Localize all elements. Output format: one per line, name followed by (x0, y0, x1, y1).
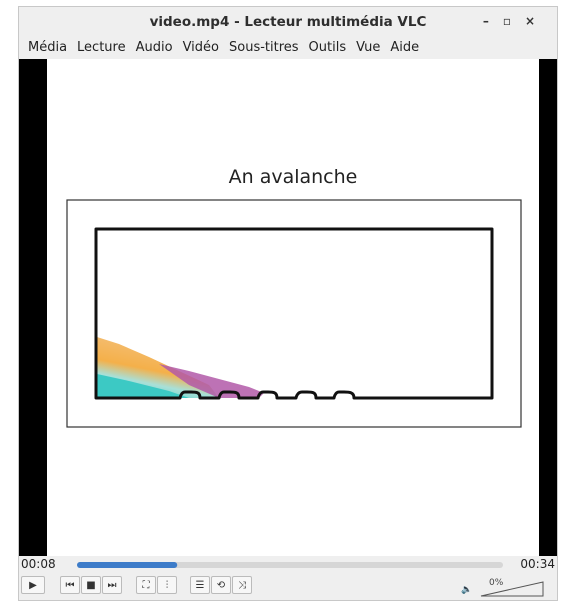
menu-item[interactable]: Outils (308, 39, 347, 55)
menu-item[interactable]: Vidéo (182, 39, 219, 55)
particles (159, 364, 264, 398)
volume-control[interactable]: 🔈 0% (459, 576, 549, 598)
vlc-window: video.mp4 - Lecteur multimédia VLC –▫× M… (18, 6, 558, 601)
seek-bar[interactable] (77, 562, 503, 568)
plot-frame (66, 199, 522, 428)
menu-item[interactable]: Audio (135, 39, 173, 55)
video-area: An avalanche (19, 59, 557, 556)
menu-item[interactable]: Aide (390, 39, 420, 55)
window-title: video.mp4 - Lecteur multimédia VLC (149, 14, 427, 30)
stop-button[interactable]: ■ (81, 576, 101, 594)
volume-slider[interactable] (480, 581, 544, 597)
video-frame: An avalanche (47, 59, 539, 556)
fullscreen-button[interactable]: ⛶ (136, 576, 156, 594)
volume-icon: 🔈 (461, 585, 472, 595)
elapsed-time: 00:08 (21, 557, 56, 571)
playlist-button[interactable]: ☰ (190, 576, 210, 594)
menu-item[interactable]: Lecture (77, 39, 126, 55)
menu-item[interactable]: Sous-titres (229, 39, 299, 55)
menu-item[interactable]: Média (28, 39, 68, 55)
title-bar: video.mp4 - Lecteur multimédia VLC –▫× (19, 7, 557, 37)
shuffle-button[interactable]: ⤨ (232, 576, 252, 594)
play-button[interactable]: ▶ (21, 576, 45, 594)
duration-time: 00:34 (520, 557, 555, 571)
menu-bar: Média Lecture Audio Vidéo Sous-titres Outils V… (19, 37, 557, 57)
video-content (47, 59, 539, 556)
seek-progress (77, 562, 178, 568)
video-title: An avalanche (229, 166, 358, 188)
particles (97, 374, 189, 398)
next-button[interactable]: ⏭ (102, 576, 122, 594)
seek-track[interactable] (77, 562, 503, 568)
loop-button[interactable]: ⟲ (211, 576, 231, 594)
menu-item[interactable]: Vue (356, 39, 381, 55)
settings-button[interactable]: ⫶ (157, 576, 177, 594)
window-buttons[interactable]: –▫× (482, 14, 549, 28)
control-bar: 00:08 00:34 ▶ ⏮ ■ ⏭ ⛶ ⫶ ☰ ⟲ ⤨ 🔈 0% (19, 556, 557, 602)
volume-label: 0% (489, 578, 504, 588)
container (94, 227, 494, 400)
previous-button[interactable]: ⏮ (60, 576, 80, 594)
